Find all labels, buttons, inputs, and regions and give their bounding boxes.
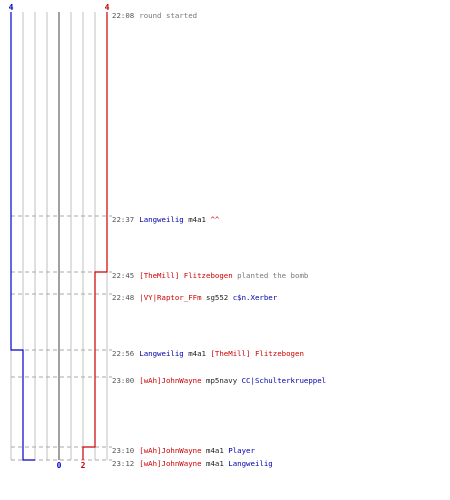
player-name: c$n.Xerber (232, 293, 278, 302)
player-name: [TheMill] Flitzebogen (210, 349, 304, 358)
event-row: 23:12 [wAh]JohnWayne m4a1 Langweilig (112, 458, 273, 470)
ct-count-bottom: 0 (57, 461, 62, 470)
player-name: [wAh]JohnWayne (139, 376, 202, 385)
t-count-bottom: 2 (81, 461, 86, 470)
event-row: 22:37 Langweilig m4a1 ^^ (112, 214, 219, 226)
player-name: [wAh]JohnWayne (139, 446, 202, 455)
event-row: 23:00 [wAh]JohnWayne mp5navy CC|Schulterk… (112, 375, 326, 387)
event-time: 23:12 (112, 459, 135, 468)
event-time: 22:45 (112, 271, 135, 280)
player-name: ^^ (210, 215, 220, 224)
event-time: 22:56 (112, 349, 135, 358)
event-message: planted the bomb (232, 271, 309, 280)
player-name: |VY|Raptor_FFm (139, 293, 202, 302)
weapon-name: m4a1 (201, 446, 229, 455)
player-name: [TheMill] Flitzebogen (139, 271, 233, 280)
ct-alive-line (10, 12, 35, 461)
event-time: 23:00 (112, 376, 135, 385)
event-time: 23:10 (112, 446, 135, 455)
event-time: 22:48 (112, 293, 135, 302)
player-name: Langweilig (139, 349, 184, 358)
t-count-top: 4 (105, 3, 110, 12)
t-alive-line (82, 12, 108, 460)
weapon-name: m4a1 (183, 349, 211, 358)
event-row: 22:56 Langweilig m4a1 [TheMill] Flitzebog… (112, 348, 304, 360)
event-row: 22:08 round started (112, 10, 197, 22)
weapon-name: m4a1 (183, 215, 211, 224)
event-row: 22:45 [TheMill] Flitzebogen planted the b… (112, 270, 308, 282)
player-name: [wAh]JohnWayne (139, 459, 202, 468)
event-row: 22:48 |VY|Raptor_FFm sg552 c$n.Xerber (112, 292, 277, 304)
weapon-name: m4a1 (201, 459, 229, 468)
weapon-name: sg552 (201, 293, 233, 302)
event-time: 22:37 (112, 215, 135, 224)
ct-count-top: 4 (9, 3, 14, 12)
event-message: round started (139, 11, 198, 20)
event-time: 22:08 (112, 11, 135, 20)
event-row: 23:10 [wAh]JohnWayne m4a1 Player (112, 445, 255, 457)
player-name: Player (228, 446, 255, 455)
weapon-name: mp5navy (201, 376, 242, 385)
player-name: CC|Schulterkrueppel (241, 376, 327, 385)
player-name: Langweilig (228, 459, 273, 468)
player-name: Langweilig (139, 215, 184, 224)
